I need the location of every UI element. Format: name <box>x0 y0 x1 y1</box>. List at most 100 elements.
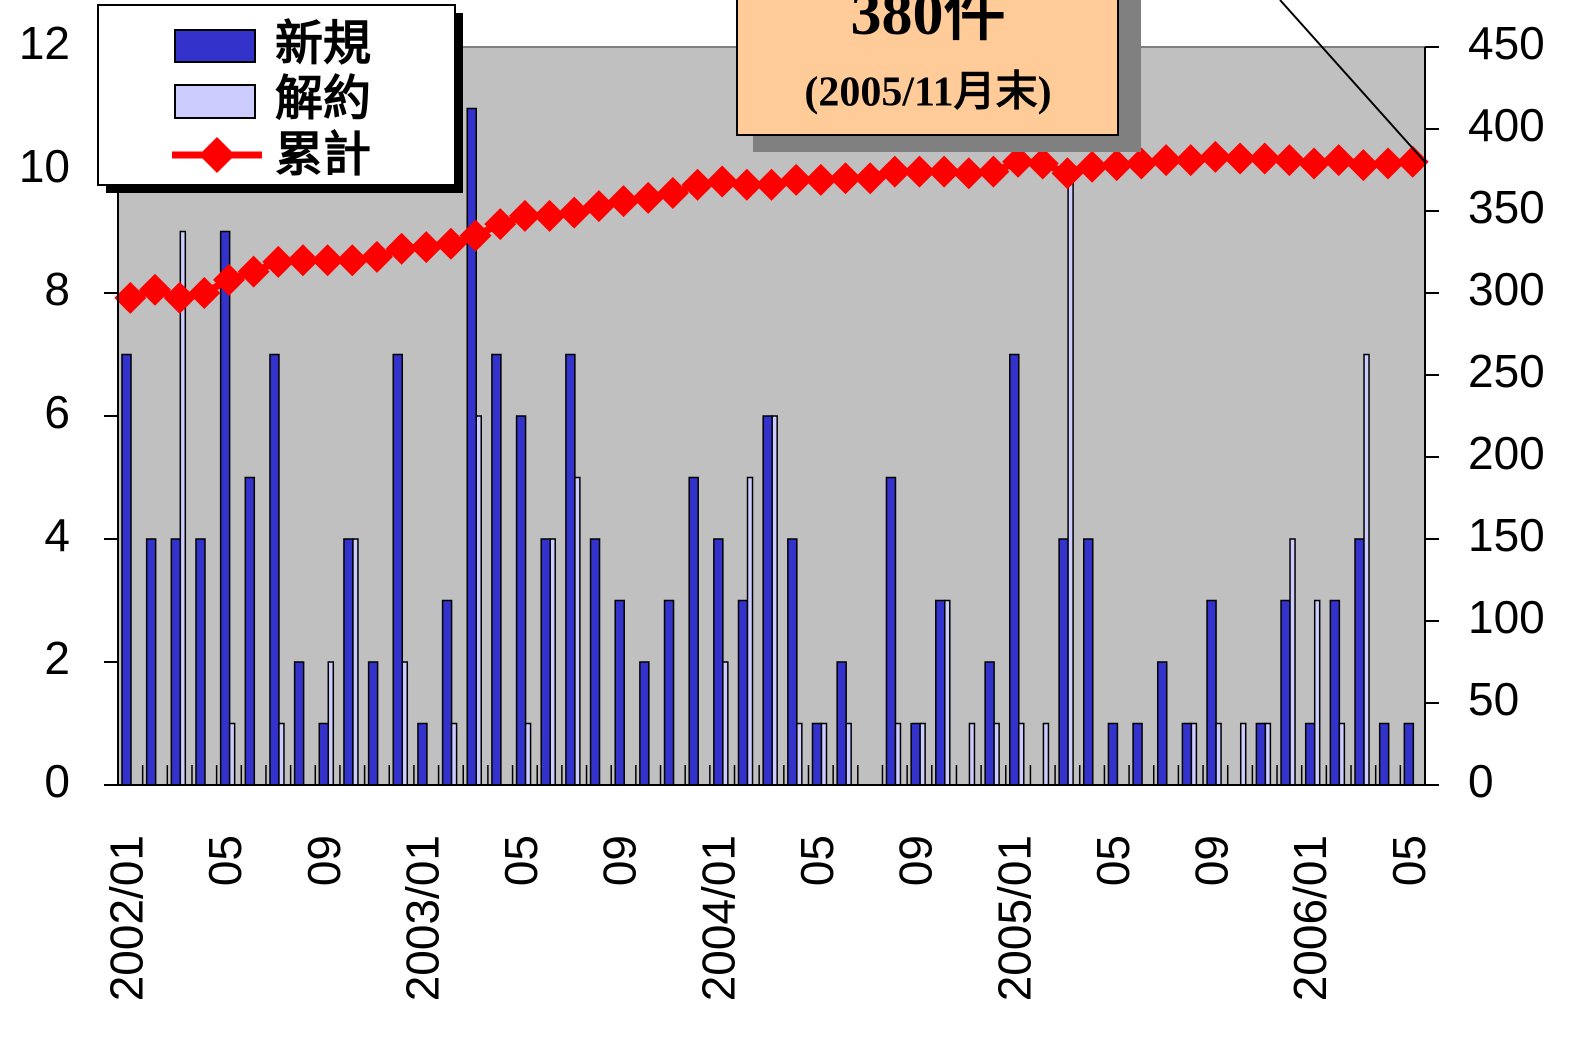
bar <box>515 415 527 786</box>
bar <box>589 538 601 786</box>
bar <box>475 415 482 786</box>
bar <box>894 722 902 786</box>
legend-swatch <box>174 84 256 119</box>
bar <box>1338 722 1346 786</box>
x-tick-label: 09 <box>298 835 350 886</box>
bar <box>549 538 556 786</box>
marker <box>311 244 344 277</box>
bar <box>1313 599 1321 786</box>
y2-tick-label: 150 <box>1468 509 1545 561</box>
x-tick-label: 2004/01 <box>692 835 744 1001</box>
marker <box>804 163 837 196</box>
bar <box>318 722 330 786</box>
marker <box>533 199 566 232</box>
annotation-box <box>736 0 1119 136</box>
marker <box>1372 147 1405 180</box>
bar <box>121 353 132 786</box>
marker <box>1026 147 1059 180</box>
bar <box>984 661 995 786</box>
bar <box>1403 722 1415 786</box>
marker <box>1298 147 1331 180</box>
bar <box>845 722 852 786</box>
bar <box>722 661 729 786</box>
bar <box>614 599 625 786</box>
bar <box>170 538 182 786</box>
bar <box>1107 722 1119 786</box>
bar <box>713 538 724 786</box>
marker <box>508 199 541 232</box>
bar <box>367 661 379 786</box>
y-tick-label: 12 <box>19 17 70 69</box>
bar <box>574 476 581 786</box>
marker <box>336 244 369 277</box>
y-tick-label: 6 <box>44 386 70 438</box>
bar <box>352 538 359 786</box>
x-tick-label: 05 <box>495 835 547 886</box>
marker <box>1150 144 1183 177</box>
legend-label: 累計 <box>275 129 371 182</box>
bar <box>450 722 458 786</box>
marker <box>706 165 739 198</box>
bar <box>524 722 532 786</box>
bar <box>762 415 773 786</box>
bar <box>796 722 803 786</box>
marker <box>928 155 961 188</box>
marker <box>1199 140 1232 173</box>
marker <box>632 181 665 214</box>
y2-tick-label: 100 <box>1468 591 1545 643</box>
legend-box <box>97 4 456 186</box>
marker <box>1347 149 1380 182</box>
marker <box>410 231 443 264</box>
y2-tick-label: 450 <box>1468 17 1545 69</box>
marker <box>262 245 295 278</box>
bar <box>993 722 1000 786</box>
legend: 新規 解約 累計 <box>97 4 463 193</box>
bar <box>639 661 650 786</box>
bar <box>820 722 828 786</box>
y-tick-label: 8 <box>44 263 70 315</box>
marker <box>1273 144 1306 177</box>
annotation-text: (2005/11月末) <box>804 69 1051 116</box>
bar <box>771 415 778 786</box>
marker <box>163 281 196 314</box>
x-tick-label: 09 <box>594 835 646 886</box>
marker <box>1100 149 1133 182</box>
bar <box>219 230 231 786</box>
marker <box>1224 142 1257 175</box>
bar <box>1239 722 1247 786</box>
marker <box>1174 144 1207 177</box>
marker <box>656 176 689 209</box>
bar <box>1354 538 1365 786</box>
marker <box>780 163 813 196</box>
marker <box>114 281 147 314</box>
marker <box>952 157 985 190</box>
bar <box>737 599 749 786</box>
marker <box>1002 145 1035 178</box>
bar <box>919 722 926 786</box>
bar <box>1215 722 1222 786</box>
bar <box>811 722 823 786</box>
bar <box>179 230 187 786</box>
bar <box>1264 722 1272 786</box>
bar <box>1058 538 1069 786</box>
bar <box>417 722 428 786</box>
y2-tick-label: 300 <box>1468 263 1545 315</box>
marker <box>286 244 319 277</box>
marker <box>484 208 517 241</box>
marker <box>459 219 492 252</box>
marker <box>755 168 788 201</box>
bar <box>269 353 280 786</box>
bar <box>1132 722 1143 786</box>
marker <box>1125 147 1158 180</box>
bar <box>1181 722 1193 786</box>
x-tick-label: 2002/01 <box>100 835 152 1001</box>
marker <box>558 196 591 229</box>
x-tick-label: 09 <box>890 835 942 886</box>
bar <box>228 722 236 786</box>
marker <box>878 155 911 188</box>
bar <box>327 661 335 786</box>
marker <box>903 155 936 188</box>
y2-tick-label: 200 <box>1468 427 1545 479</box>
bar <box>1190 722 1198 786</box>
marker <box>434 227 467 260</box>
